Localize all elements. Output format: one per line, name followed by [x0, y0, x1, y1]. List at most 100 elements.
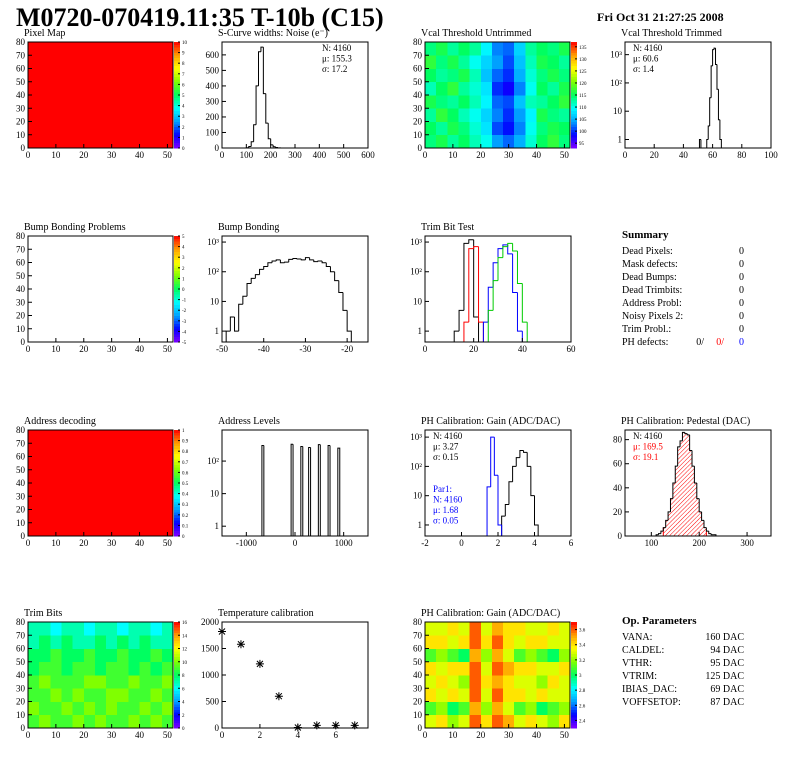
heatmap-cell [50, 55, 62, 69]
histogram-bin [468, 248, 474, 323]
heatmap-cell [128, 714, 140, 729]
heatmap-cell [50, 648, 62, 663]
histogram-bin [507, 244, 513, 255]
histogram-bin [261, 445, 264, 536]
y-tick-label: 70 [16, 438, 26, 448]
x-tick-label: 0 [423, 344, 428, 354]
plot-frame [624, 429, 772, 537]
palette-step [571, 648, 577, 652]
heatmap-cell [436, 42, 448, 56]
palette-step [571, 132, 577, 136]
histogram-bin [512, 465, 517, 482]
heatmap-cell [139, 522, 151, 537]
x-tick-label: 20 [469, 344, 479, 354]
heatmap-cell [28, 108, 40, 122]
heatmap-cell [117, 701, 129, 716]
heatmap-cell [83, 430, 96, 444]
heatmap-cell [436, 635, 448, 649]
palette-tick-label: 9 [182, 52, 185, 57]
x-tick-label: 50 [163, 344, 173, 354]
heatmap-cell [536, 81, 548, 96]
fit-hatch [663, 527, 666, 536]
heatmap-cell [50, 635, 62, 649]
heatmap-cell [150, 496, 163, 510]
heatmap-cell [480, 95, 493, 109]
heatmap-cell [150, 522, 163, 537]
y-tick-label: 50 [16, 465, 26, 475]
y-tick-label: 40 [613, 483, 623, 493]
heatmap-cell [458, 108, 470, 122]
histogram-bin [334, 271, 339, 282]
heatmap-cell [61, 688, 73, 702]
heatmap-cell [72, 42, 85, 56]
heatmap-cell [480, 622, 493, 636]
x-tick-label: 50 [560, 730, 570, 740]
palette-step [174, 275, 180, 279]
histogram-bin [497, 257, 503, 281]
heatmap-cell [28, 661, 40, 676]
heatmap-cell [28, 134, 40, 149]
palette-step [174, 488, 180, 492]
heatmap-cell [72, 483, 85, 497]
palette-step [174, 102, 180, 106]
heatmap-cell [469, 95, 482, 109]
palette-step [174, 241, 180, 245]
palette-step [174, 717, 180, 721]
palette-step [174, 485, 180, 489]
histogram-bin [288, 258, 293, 263]
y-tick-label: 10 [210, 489, 220, 499]
heatmap-cell [536, 108, 548, 122]
palette-step [174, 533, 180, 537]
y-tick-label: 40 [16, 90, 26, 100]
palette-step [174, 243, 180, 247]
heatmap-cell [558, 95, 571, 109]
stats-line: μ: 155.3 [322, 54, 352, 64]
heatmap-cell [469, 675, 482, 689]
palette-step [571, 52, 577, 56]
histogram-bin [238, 303, 243, 332]
palette-tick-label: 14 [182, 634, 188, 639]
heatmap-cell [117, 688, 129, 702]
y-tick-label: 0 [21, 531, 26, 541]
heatmap-cell [491, 55, 504, 69]
palette-step [174, 92, 180, 96]
heatmap-cell [503, 688, 515, 702]
heatmap-cell [61, 42, 73, 56]
palette-step [571, 55, 577, 59]
y-tick-label: 70 [16, 50, 26, 60]
histogram-bin [662, 527, 666, 532]
y-tick-label: 30 [16, 297, 26, 307]
heatmap-cell [28, 121, 40, 136]
heatmap-cell [128, 509, 140, 524]
fit-hatch [692, 466, 695, 536]
y-tick-label: 10² [610, 78, 622, 88]
palette-step [174, 477, 180, 481]
heatmap-cell [436, 661, 448, 676]
palette-step [571, 677, 577, 681]
table-label: Noisy Pixels 2: [622, 311, 683, 322]
y-tick-label: 30 [413, 683, 423, 693]
histogram-bin [255, 85, 259, 125]
palette-step [571, 706, 577, 710]
heatmap-cell [536, 55, 548, 69]
heatmap-cell [128, 108, 140, 122]
heatmap-cell [50, 622, 62, 636]
palette-step [174, 339, 180, 343]
heatmap-cell [83, 469, 96, 484]
heatmap-cell [436, 622, 448, 636]
palette-step [571, 690, 577, 694]
x-tick-label: 300 [288, 150, 302, 160]
heatmap-cell [28, 55, 40, 69]
histogram-bin [681, 431, 685, 441]
x-tick-label: 200 [264, 150, 278, 160]
heatmap-cell [128, 688, 140, 702]
heatmap-cell [547, 42, 560, 56]
panel-title: PH Calibration: Gain (ADC/DAC) [421, 416, 560, 427]
palette-step [174, 698, 180, 702]
heatmap-cell [480, 81, 493, 96]
table-label: Mask defects: [622, 259, 678, 270]
heatmap-cell [72, 81, 85, 96]
heatmap-cell [536, 95, 548, 109]
heatmap-cell [558, 635, 571, 649]
palette-step [174, 116, 180, 120]
